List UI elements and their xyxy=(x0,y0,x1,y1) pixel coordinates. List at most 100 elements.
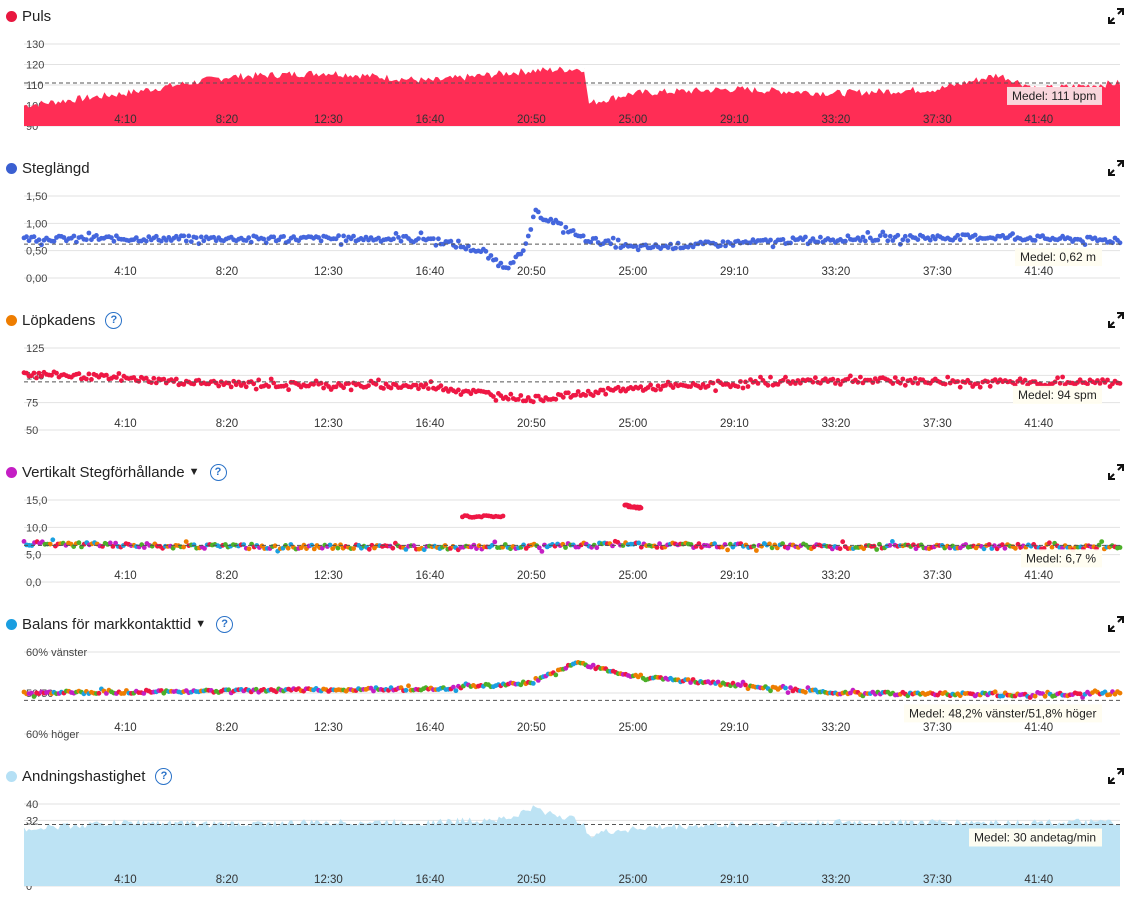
chart-puls: 130120110100904:108:2012:3016:4020:5025:… xyxy=(0,26,1136,152)
x-tick-label: 20:50 xyxy=(517,266,546,278)
x-tick-label: 4:10 xyxy=(114,874,136,886)
data-point xyxy=(77,540,82,545)
data-point xyxy=(636,541,641,546)
panel-title-balans: Balans för markkontakttid ▼ ? xyxy=(6,614,233,634)
data-point xyxy=(436,236,441,241)
x-tick-label: 37:30 xyxy=(923,722,952,734)
data-point xyxy=(875,238,880,243)
caret-down-icon[interactable]: ▼ xyxy=(195,618,206,630)
data-point xyxy=(958,385,963,390)
data-point xyxy=(37,237,42,242)
data-point xyxy=(741,386,746,391)
data-point xyxy=(639,506,644,511)
data-point xyxy=(194,235,199,240)
panel-balans: Balans för markkontakttid ▼ ? 60% vänste… xyxy=(0,608,1136,760)
data-point xyxy=(319,239,324,244)
x-tick-label: 20:50 xyxy=(517,874,546,886)
expand-icon[interactable] xyxy=(1108,312,1124,328)
expand-icon[interactable] xyxy=(1108,768,1124,784)
area-series xyxy=(24,805,1120,886)
x-tick-label: 41:40 xyxy=(1024,874,1053,886)
x-tick-label: 8:20 xyxy=(216,266,238,278)
data-point xyxy=(184,539,189,544)
help-circle-icon[interactable]: ? xyxy=(155,768,172,785)
data-point xyxy=(863,239,868,244)
data-point xyxy=(341,385,346,390)
y-tick-label: 60% vänster xyxy=(26,647,87,659)
y-tick-label: 75 xyxy=(26,398,38,410)
data-point xyxy=(746,384,751,389)
data-point xyxy=(903,383,908,388)
help-circle-icon[interactable]: ? xyxy=(105,312,122,329)
data-point xyxy=(1060,375,1065,380)
data-point xyxy=(566,390,571,395)
data-point xyxy=(885,238,890,243)
data-point xyxy=(1010,231,1015,236)
average-label: Medel: 0,62 m xyxy=(1015,248,1102,266)
data-point xyxy=(184,239,189,244)
data-point xyxy=(366,383,371,388)
data-point xyxy=(723,542,728,547)
panel-title-text: Löpkadens xyxy=(22,312,95,329)
data-point xyxy=(987,542,992,547)
expand-icon[interactable] xyxy=(1108,160,1124,176)
caret-down-icon[interactable]: ▼ xyxy=(189,466,200,478)
x-tick-label: 29:10 xyxy=(720,266,749,278)
x-tick-label: 20:50 xyxy=(517,570,546,582)
x-tick-label: 12:30 xyxy=(314,570,343,582)
help-circle-icon[interactable]: ? xyxy=(216,616,233,633)
x-tick-label: 12:30 xyxy=(314,114,343,126)
data-point xyxy=(955,233,960,238)
x-tick-label: 20:50 xyxy=(517,418,546,430)
panel-title-andning: Andningshastighet ? xyxy=(6,766,172,786)
data-point xyxy=(489,253,494,258)
data-point xyxy=(492,540,497,545)
x-tick-label: 41:40 xyxy=(1024,570,1053,582)
data-point xyxy=(888,234,893,239)
data-point xyxy=(456,239,461,244)
series-dot-lopkadens xyxy=(6,315,17,326)
data-point xyxy=(511,260,516,265)
data-point xyxy=(84,237,89,242)
y-tick-label: 0,50 xyxy=(26,246,47,258)
x-tick-label: 4:10 xyxy=(114,722,136,734)
x-tick-label: 41:40 xyxy=(1024,266,1053,278)
panel-lopkadens: Löpkadens ? 12510075504:108:2012:3016:40… xyxy=(0,304,1136,456)
x-tick-label: 29:10 xyxy=(720,418,749,430)
x-tick-label: 25:00 xyxy=(618,722,647,734)
expand-icon[interactable] xyxy=(1108,8,1124,24)
x-tick-label: 25:00 xyxy=(618,266,647,278)
data-point xyxy=(594,545,599,550)
y-tick-label: 1,50 xyxy=(26,191,47,203)
panel-title-lopkadens: Löpkadens ? xyxy=(6,310,122,330)
data-point xyxy=(50,537,55,542)
data-point xyxy=(893,375,898,380)
help-circle-icon[interactable]: ? xyxy=(210,464,227,481)
expand-icon[interactable] xyxy=(1108,464,1124,480)
data-point xyxy=(84,377,89,382)
area-series xyxy=(24,67,1120,126)
x-tick-label: 33:20 xyxy=(821,874,850,886)
data-point xyxy=(390,546,395,551)
data-point xyxy=(1033,238,1038,243)
x-tick-label: 33:20 xyxy=(821,418,850,430)
data-point xyxy=(673,246,678,251)
data-point xyxy=(536,210,541,215)
data-point xyxy=(593,236,598,241)
average-label: Medel: 6,7 % xyxy=(1021,549,1102,567)
y-tick-label: 125 xyxy=(26,343,44,355)
y-tick-label: 0,0 xyxy=(26,577,41,589)
expand-icon[interactable] xyxy=(1108,616,1124,632)
data-point xyxy=(381,386,386,391)
data-point xyxy=(1118,691,1123,696)
x-tick-label: 8:20 xyxy=(216,418,238,430)
panel-title-text: Puls xyxy=(22,8,51,25)
data-point xyxy=(39,242,44,247)
x-tick-label: 25:00 xyxy=(618,114,647,126)
data-point xyxy=(603,392,608,397)
data-point xyxy=(1013,546,1018,551)
data-point xyxy=(87,231,92,236)
y-tick-label: 5,0 xyxy=(26,550,41,562)
average-label: Medel: 30 andetag/min xyxy=(969,829,1102,847)
